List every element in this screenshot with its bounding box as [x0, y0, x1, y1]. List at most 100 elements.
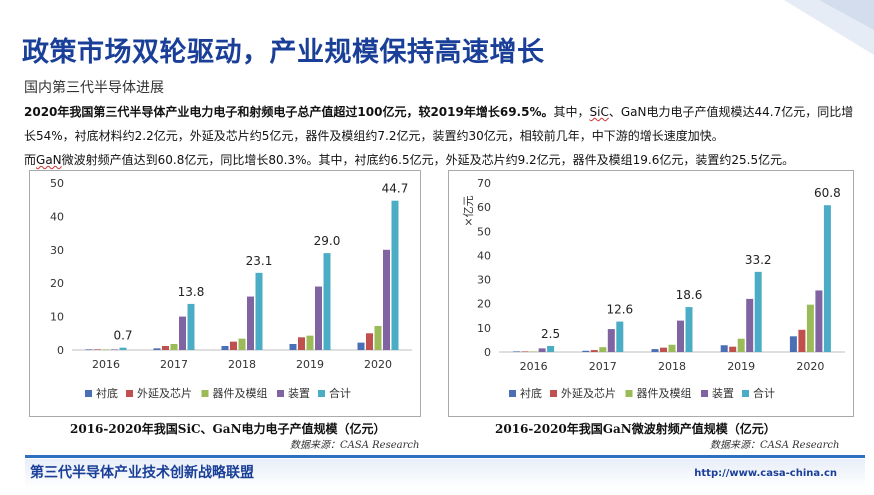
legend-swatch: [201, 390, 209, 397]
summary-text-a: 其中，: [553, 105, 590, 119]
chart-caption-power: 2016-2020年我国SiC、GaN电力电子产值规模（亿元）: [70, 422, 386, 436]
bar: [685, 307, 693, 352]
bar: [179, 316, 186, 350]
bar: [651, 349, 659, 352]
y-tick-label: 20: [477, 298, 491, 311]
data-label-total: 33.2: [745, 253, 772, 267]
bar: [119, 347, 127, 350]
legend-swatch: [277, 390, 284, 397]
chart-panel-rf: 0 10 20 30 40 50 60 70 ×亿元 2.5 2016 12.6 2017 18.6 201…: [448, 170, 854, 417]
x-tick-label: 2016: [92, 358, 120, 371]
bar: [315, 286, 322, 350]
legend-label: 衬底: [520, 386, 542, 400]
summary-prefix: 而: [24, 153, 37, 167]
legend-label: 合计: [753, 386, 775, 400]
chart-panel-power: 0 10 20 30 40 50 0.7 2016 13.8 2017 23.1 2018 29.0 20…: [29, 170, 421, 417]
legend-swatch: [126, 390, 133, 397]
x-tick-label: 2018: [658, 360, 686, 373]
x-tick-label: 2020: [796, 360, 824, 373]
bar: [170, 343, 178, 350]
chart-rf-electronics: 0 10 20 30 40 50 60 70×亿元 2.5 2016 12.6 2017 18.6 201…: [462, 177, 845, 400]
bar: [230, 341, 237, 350]
data-label-total: 13.8: [178, 285, 205, 299]
bar: [823, 205, 831, 352]
data-label-total: 60.8: [814, 186, 841, 200]
legend-label: 外延及芯片: [137, 386, 192, 400]
summary-lead: 2020年我国第三代半导体产业电力电子和射频电子总产值超过100亿元，较2019…: [24, 105, 554, 119]
legend-swatch: [742, 390, 749, 397]
data-label-total: 18.6: [676, 288, 703, 302]
summary-gan: GaN: [620, 105, 647, 119]
bar: [289, 343, 297, 350]
bar: [599, 347, 607, 352]
legend-swatch: [85, 390, 92, 397]
bar: [323, 253, 331, 350]
bar: [815, 290, 823, 352]
legend-label: 器件及模组: [637, 386, 692, 400]
x-tick-label: 2017: [160, 358, 188, 371]
x-tick-label: 2017: [589, 360, 617, 373]
data-label-total: 12.6: [606, 303, 633, 317]
bar: [806, 304, 814, 352]
page-title: 政策市场双轮驱动，产业规模保持高速增长: [22, 37, 545, 68]
bar: [374, 325, 382, 350]
bar: [521, 351, 529, 352]
footer-url-link[interactable]: http://www.casa-china.cn: [694, 468, 837, 479]
bar: [737, 338, 745, 352]
legend-swatch: [318, 390, 325, 397]
bar: [187, 303, 195, 350]
bar: [221, 345, 229, 350]
summary-paragraph: 2020年我国第三代半导体产业电力电子和射频电子总产值超过100亿元，较2019…: [24, 100, 854, 172]
y-tick-label: 50: [50, 177, 64, 190]
x-tick-label: 2018: [228, 358, 256, 371]
legend-label: 外延及芯片: [561, 386, 616, 400]
legend-label: 合计: [329, 386, 351, 400]
y-tick-label: 10: [50, 311, 64, 324]
bar: [357, 342, 365, 350]
y-tick-label: 40: [477, 249, 491, 262]
legend-label: 装置: [712, 387, 734, 400]
bar: [746, 298, 754, 352]
bar: [754, 271, 762, 352]
bar: [383, 249, 390, 350]
legend-swatch: [625, 390, 633, 397]
bar: [729, 346, 737, 352]
y-tick-label: 30: [477, 274, 491, 287]
corner-decoration: [744, 0, 874, 60]
bar: [607, 329, 615, 352]
summary-sic: SiC: [589, 105, 609, 119]
data-label-total: 44.7: [382, 182, 409, 196]
bar: [538, 348, 546, 352]
x-tick-label: 2016: [520, 360, 548, 373]
bar: [660, 347, 667, 352]
bar: [677, 320, 684, 352]
chart-power-electronics: 0 10 20 30 40 50 0.7 2016 13.8 2017 23.1 2018 29.0 20…: [50, 177, 412, 400]
legend-label: 器件及模组: [213, 386, 268, 400]
bar: [255, 272, 263, 350]
bar: [530, 351, 538, 352]
y-tick-label: 60: [477, 201, 491, 214]
bar: [298, 337, 305, 350]
legend-label: 装置: [288, 387, 310, 400]
bar: [85, 349, 93, 350]
bar: [238, 338, 246, 350]
bar: [513, 351, 521, 352]
footer-organization: 第三代半导体产业技术创新战略联盟: [30, 465, 254, 481]
summary-sep: 、: [608, 105, 621, 119]
bar: [720, 345, 728, 352]
bar: [111, 349, 118, 350]
y-axis-label: ×亿元: [462, 195, 475, 226]
data-label-total: 23.1: [246, 254, 273, 268]
chart-caption-rf: 2016-2020年我国GaN微波射频产值规模（亿元）: [495, 422, 776, 436]
y-tick-label: 30: [50, 244, 64, 257]
bar: [547, 345, 555, 352]
legend-label: 衬底: [96, 386, 118, 400]
bar: [616, 321, 624, 352]
page-subtitle: 国内第三代半导体进展: [24, 80, 164, 96]
bar: [306, 335, 314, 350]
bar: [590, 350, 598, 352]
y-tick-label: 0: [57, 344, 64, 357]
bar: [391, 200, 399, 350]
y-tick-label: 0: [484, 346, 491, 359]
bar: [247, 296, 254, 350]
